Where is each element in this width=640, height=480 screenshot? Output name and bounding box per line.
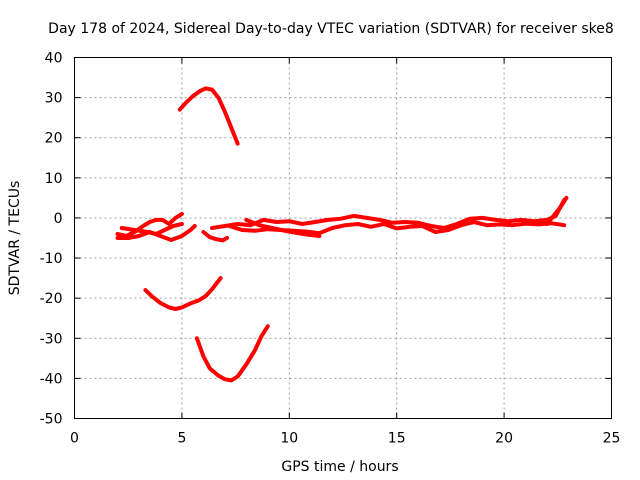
series-layer xyxy=(115,86,569,383)
x-axis-label: GPS time / hours xyxy=(281,459,398,475)
x-tick-label: 25 xyxy=(603,431,621,447)
grid-layer xyxy=(74,57,612,419)
series-band-upper xyxy=(210,197,567,230)
y-tick-label: 40 xyxy=(45,51,63,67)
x-tick-label: 15 xyxy=(388,431,406,447)
y-tick-label: 20 xyxy=(45,131,63,147)
y-tick-label: 30 xyxy=(45,91,63,107)
y-tick-label: -50 xyxy=(40,412,63,428)
x-tick-label: 10 xyxy=(280,431,298,447)
series-arc-negative-mid xyxy=(143,276,223,311)
series-arc-positive-peak xyxy=(177,86,240,146)
x-tick-label: 5 xyxy=(177,431,186,447)
chart-title: Day 178 of 2024, Sidereal Day-to-day VTE… xyxy=(48,21,614,37)
tick-layer: 0 5 10 15 20 25 -50 -40 -30 -20 -10 0 10 20 30 40 xyxy=(40,51,621,447)
y-tick-label: -20 xyxy=(40,291,63,307)
y-tick-label: -10 xyxy=(40,251,63,267)
series-cluster-d xyxy=(201,230,229,243)
plot-frame xyxy=(74,57,612,419)
series-arc-negative-deep xyxy=(194,324,270,383)
series-band-diagonal xyxy=(244,217,322,238)
series-right-edge xyxy=(545,195,569,226)
x-tick-label: 0 xyxy=(70,431,79,447)
y-axis-label: SDTVAR / TECUs xyxy=(7,181,23,296)
y-tick-label: 0 xyxy=(54,211,63,227)
series-cluster-a xyxy=(115,211,184,238)
series-cluster-b xyxy=(115,224,197,242)
series-cluster-c xyxy=(119,222,184,236)
y-tick-label: -30 xyxy=(40,331,63,347)
y-tick-label: 10 xyxy=(45,171,63,187)
x-tick-label: 20 xyxy=(495,431,513,447)
y-tick-label: -40 xyxy=(40,371,63,387)
